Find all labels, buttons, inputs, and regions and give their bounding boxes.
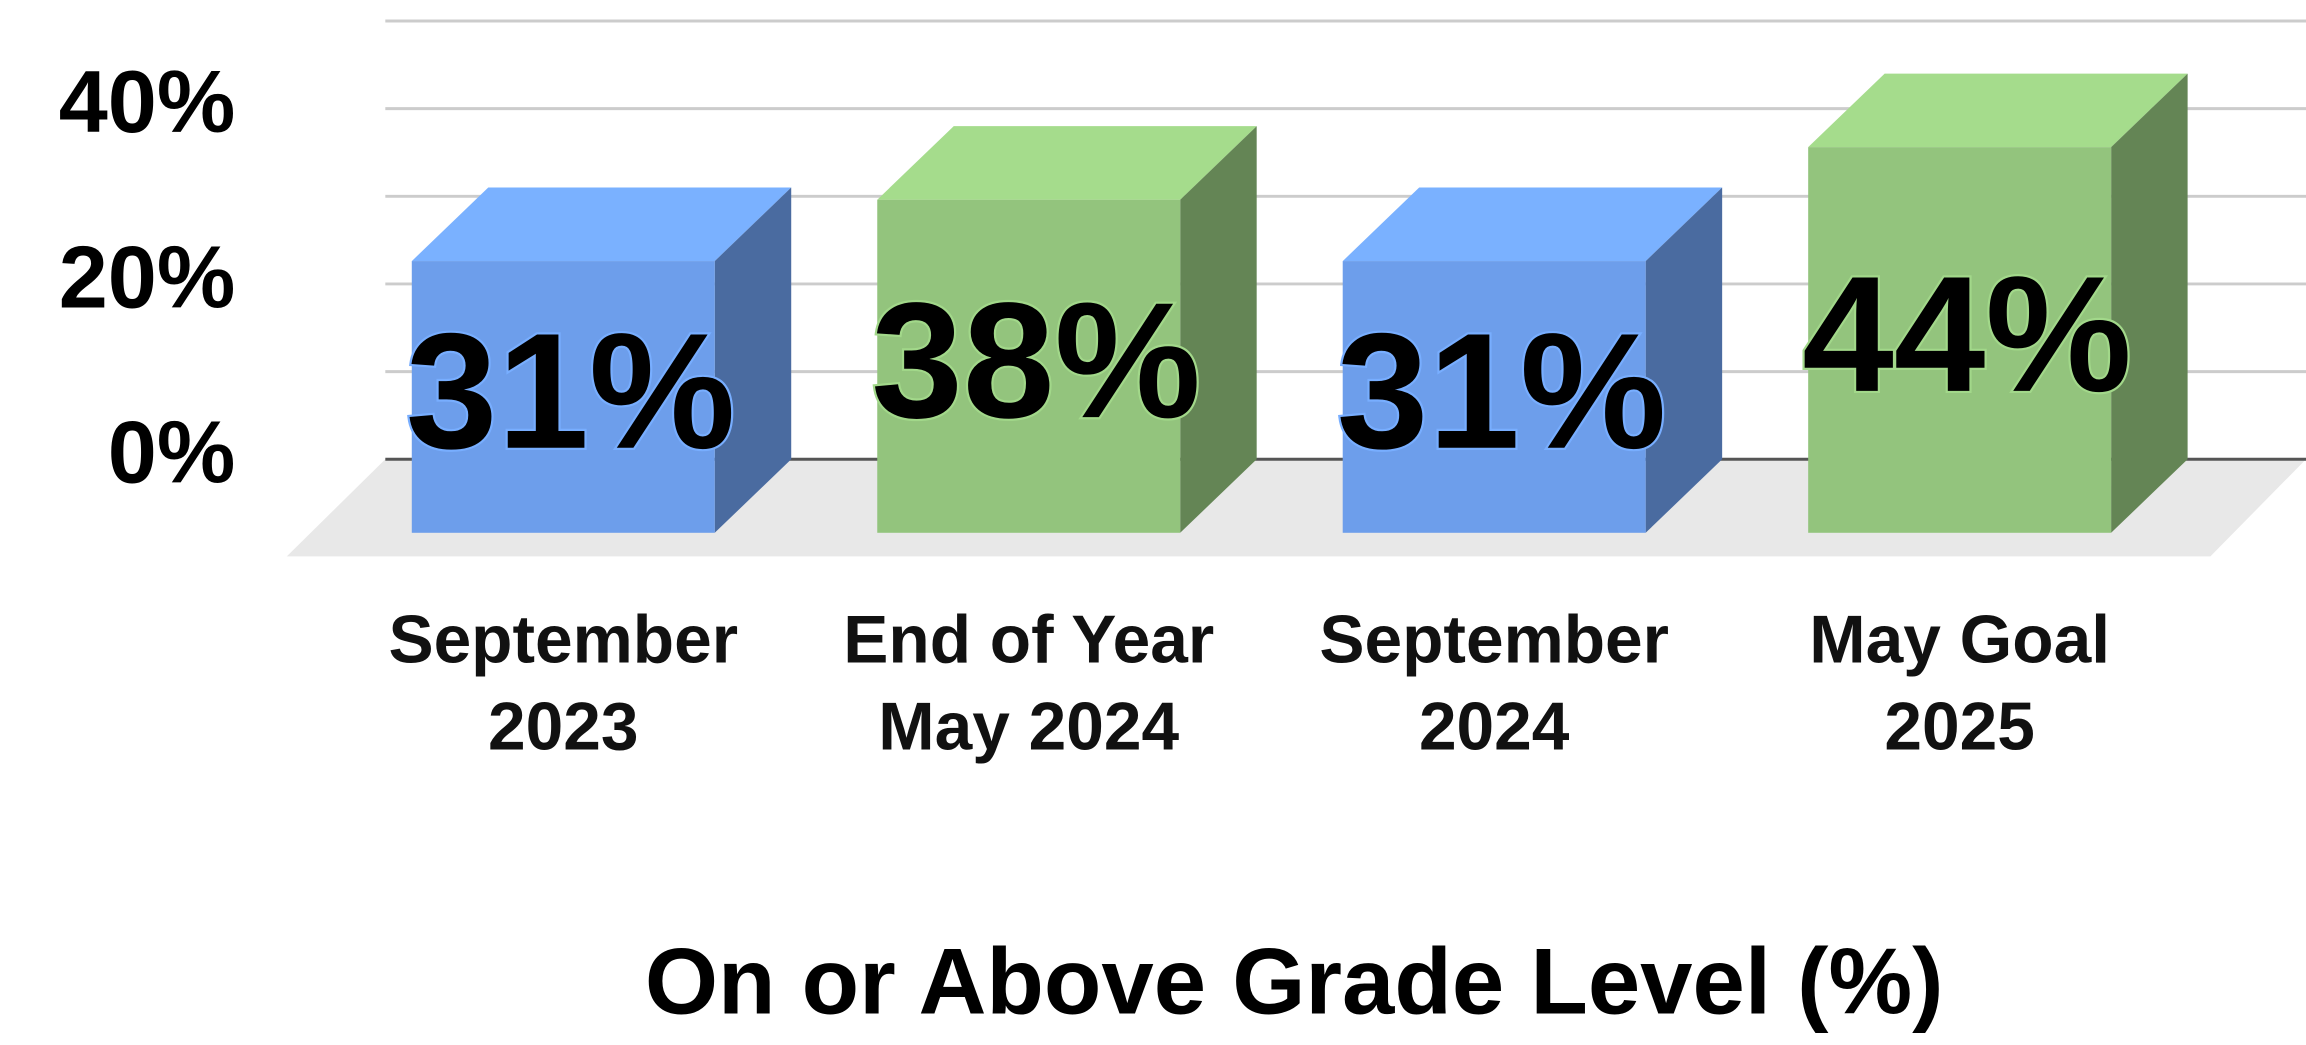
value-label: 31% <box>406 299 736 483</box>
value-label: 31% <box>1337 299 1667 483</box>
y-tick-label: 0% <box>108 403 236 502</box>
x-tick-label-line: September <box>388 602 738 677</box>
bar-side <box>714 187 792 533</box>
x-axis-title: On or Above Grade Level (%) <box>645 929 1944 1034</box>
bar-front <box>877 199 1181 533</box>
bar-top <box>411 187 792 262</box>
x-tick-label-line: September <box>1319 602 1669 677</box>
x-tick-label: End of Year May 2024 <box>843 602 1214 764</box>
y-tick-label: 20% <box>59 227 236 326</box>
bar <box>411 187 792 533</box>
x-tick-label: September 2024 <box>1319 602 1669 764</box>
bar-top <box>1342 187 1723 262</box>
x-tick-label-line: May Goal <box>1809 602 2110 677</box>
bar-side <box>2111 73 2188 533</box>
bar <box>877 126 1257 533</box>
x-tick-label-line: May 2024 <box>878 689 1179 764</box>
bar-top <box>1808 73 2188 148</box>
bar-top <box>877 126 1257 200</box>
x-tick-label-line: 2024 <box>1419 689 1570 764</box>
x-tick-label-line: 2025 <box>1884 689 2034 764</box>
value-label: 44% <box>1802 242 2132 426</box>
bar-front <box>411 261 715 533</box>
x-tick-label-line: 2023 <box>488 689 638 764</box>
x-tick-label-line: End of Year <box>843 602 1214 677</box>
bar <box>1342 187 1723 533</box>
bar-front <box>1808 147 2112 533</box>
bar-front <box>1342 261 1646 533</box>
x-tick-label: May Goal 2025 <box>1809 602 2110 764</box>
bar-side <box>1180 126 1257 533</box>
bar <box>1808 73 2188 533</box>
x-tick-label: September 2023 <box>388 602 738 764</box>
bar-side <box>1645 187 1723 533</box>
floor <box>286 459 2306 557</box>
value-label: 38% <box>871 268 1201 452</box>
y-tick-label: 40% <box>59 52 236 151</box>
